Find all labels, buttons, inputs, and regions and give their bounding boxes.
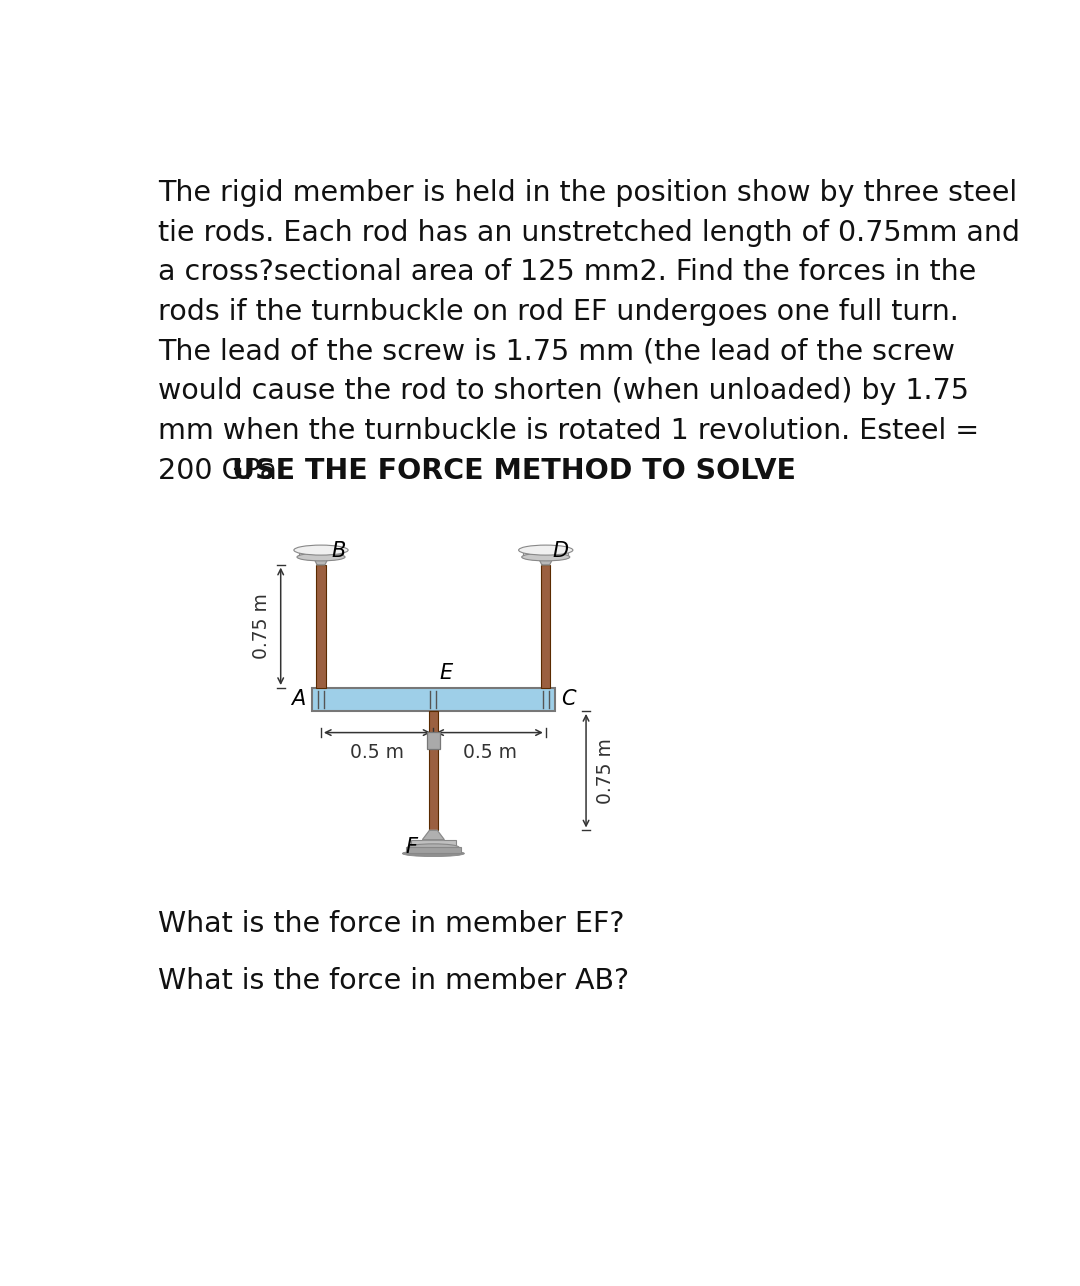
Bar [406, 847, 460, 854]
Text: The lead of the screw is 1.75 mm (the lead of the screw: The lead of the screw is 1.75 mm (the le… [159, 338, 955, 365]
Text: F: F [406, 836, 418, 856]
Ellipse shape [403, 850, 464, 856]
Text: USE THE FORCE METHOD TO SOLVE: USE THE FORCE METHOD TO SOLVE [232, 457, 796, 485]
Text: 0.5 m: 0.5 m [462, 742, 516, 761]
Text: rods if the turnbuckle on rod EF undergoes one full turn.: rods if the turnbuckle on rod EF undergo… [159, 298, 959, 325]
Polygon shape [313, 557, 328, 565]
Ellipse shape [408, 844, 459, 851]
Text: The rigid member is held in the position show by three steel: The rigid member is held in the position… [159, 179, 1017, 207]
Bar [410, 840, 456, 847]
Text: tie rods. Each rod has an unstretched length of 0.75mm and: tie rods. Each rod has an unstretched le… [159, 219, 1021, 247]
Text: B: B [332, 541, 347, 561]
Text: E: E [440, 664, 453, 683]
Ellipse shape [518, 545, 572, 556]
Ellipse shape [294, 545, 348, 556]
Text: 0.75 m: 0.75 m [252, 593, 271, 660]
Text: a cross?sectional area of 125 mm2. Find the forces in the: a cross?sectional area of 125 mm2. Find … [159, 258, 976, 287]
Bar [428, 732, 440, 748]
Bar [541, 565, 551, 688]
Text: What is the force in member AB?: What is the force in member AB? [159, 967, 630, 995]
Bar [312, 688, 555, 711]
Text: would cause the rod to shorten (when unloaded) by 1.75: would cause the rod to shorten (when unl… [159, 377, 969, 405]
Text: What is the force in member EF?: What is the force in member EF? [159, 909, 624, 937]
Bar [316, 565, 326, 688]
Text: 0.5 m: 0.5 m [350, 742, 404, 761]
FancyBboxPatch shape [298, 550, 343, 557]
Polygon shape [538, 557, 554, 565]
Text: C: C [562, 689, 576, 710]
Text: mm when the turnbuckle is rotated 1 revolution. Esteel =: mm when the turnbuckle is rotated 1 revo… [159, 417, 980, 445]
Text: D: D [552, 541, 568, 561]
Bar [429, 711, 438, 831]
Ellipse shape [522, 553, 570, 561]
Text: 200 GPa.: 200 GPa. [159, 457, 295, 485]
Ellipse shape [297, 553, 345, 561]
Text: 0.75 m: 0.75 m [596, 738, 616, 804]
Text: A: A [292, 689, 306, 710]
Polygon shape [422, 831, 444, 840]
FancyBboxPatch shape [524, 550, 568, 557]
